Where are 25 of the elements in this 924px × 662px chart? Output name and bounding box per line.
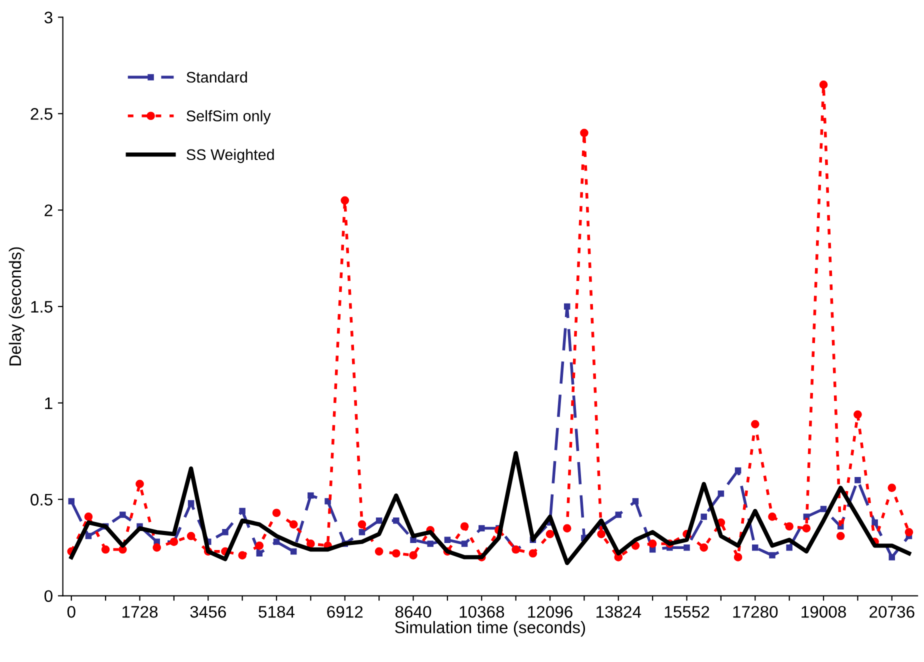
x-tick-label: 5184	[258, 606, 295, 618]
x-tick-label: 12096	[528, 606, 572, 618]
x-tick-label: 1728	[122, 606, 158, 618]
y-tick-label: 2.5	[30, 108, 52, 120]
x-tick-label: 17280	[733, 606, 778, 618]
x-tick-label: 6912	[327, 606, 363, 618]
x-tick-label: 19008	[802, 606, 846, 618]
y-tick-label: 1.5	[31, 301, 52, 313]
y-tick-label: 0.5	[30, 494, 52, 506]
legend-label: SS Weighted	[186, 148, 274, 164]
y-axis-title: Delay (seconds)	[8, 247, 24, 366]
y-tick-label: 2	[44, 204, 52, 216]
x-tick-label: 8640	[395, 606, 432, 618]
x-tick-label: 13824	[596, 606, 642, 618]
x-tick-label: 0	[67, 606, 76, 618]
y-tick-label: 3	[44, 12, 52, 24]
x-tick-label: 3456	[190, 606, 226, 618]
y-tick-label: 0	[44, 590, 52, 602]
x-tick-label: 15552	[664, 606, 710, 618]
legend-label: Standard	[186, 71, 247, 83]
legend-label: SelfSim only	[186, 110, 271, 124]
x-tick-label: 10368	[460, 606, 504, 618]
x-axis-title: Simulation time (seconds)	[395, 621, 586, 637]
y-tick-label: 1	[45, 398, 52, 409]
x-tick-label: 20736	[870, 606, 914, 618]
